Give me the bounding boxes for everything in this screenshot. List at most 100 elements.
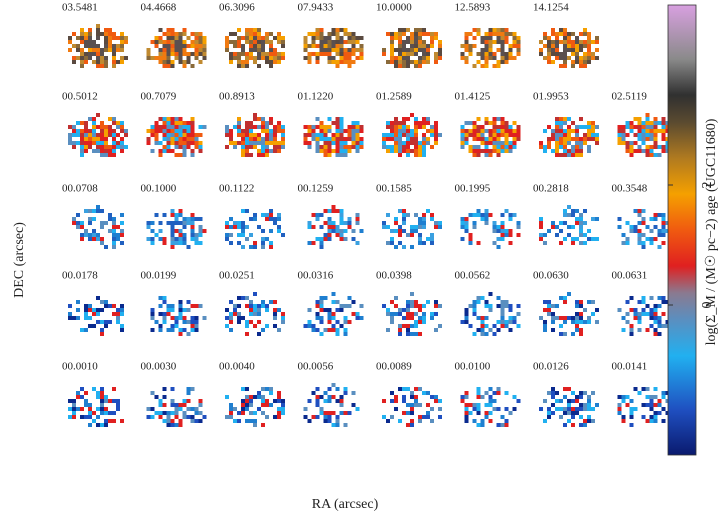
map-pixel bbox=[512, 145, 517, 149]
map-pixel bbox=[108, 153, 112, 157]
map-pixel bbox=[571, 237, 575, 241]
map-pixel bbox=[500, 229, 505, 233]
map-pixel bbox=[84, 316, 88, 320]
map-pixel bbox=[398, 229, 402, 233]
map-pixel bbox=[343, 48, 348, 52]
map-pixel bbox=[261, 229, 265, 233]
map-pixel bbox=[178, 423, 183, 427]
map-pixel bbox=[162, 387, 167, 391]
map-pixel bbox=[273, 52, 277, 56]
map-pixel bbox=[265, 129, 269, 133]
map-pixel bbox=[488, 387, 493, 391]
map-pixel bbox=[245, 133, 249, 137]
map-pixel bbox=[434, 137, 438, 141]
map-pixel bbox=[120, 125, 124, 129]
map-pixel bbox=[484, 44, 489, 48]
panel-label: 00.0178 bbox=[62, 270, 98, 282]
map-pixel bbox=[84, 137, 88, 141]
map-pixel bbox=[158, 125, 163, 129]
map-pixel bbox=[233, 419, 237, 423]
map-pixel bbox=[303, 141, 308, 145]
map-pixel bbox=[591, 391, 595, 395]
map-pixel bbox=[182, 28, 187, 32]
map-pixel bbox=[645, 153, 650, 157]
map-pixel bbox=[225, 133, 229, 137]
map-pixel bbox=[170, 32, 175, 36]
map-pixel bbox=[277, 52, 281, 56]
map-pixel bbox=[261, 153, 265, 157]
map-pixel bbox=[100, 48, 104, 52]
map-pixel bbox=[162, 296, 167, 300]
map-pixel bbox=[170, 52, 175, 56]
map-pixel bbox=[641, 233, 646, 237]
map-pixel bbox=[343, 129, 348, 133]
map-pixel bbox=[539, 40, 543, 44]
map-pixel bbox=[311, 40, 316, 44]
map-pixel bbox=[116, 141, 120, 145]
map-pixel bbox=[198, 52, 203, 56]
map-pixel bbox=[112, 52, 116, 56]
map-pixel bbox=[625, 312, 630, 316]
map-pixel bbox=[406, 213, 410, 217]
map-pixel bbox=[430, 133, 434, 137]
map-pixel bbox=[621, 316, 626, 320]
map-pixel bbox=[327, 153, 332, 157]
map-pixel bbox=[653, 133, 658, 137]
map-pixel bbox=[116, 320, 120, 324]
map-pixel bbox=[394, 137, 398, 141]
map-pixel bbox=[281, 407, 285, 411]
map-pixel bbox=[438, 44, 442, 48]
map-pixel bbox=[174, 415, 179, 419]
map-pixel bbox=[249, 399, 253, 403]
map-pixel bbox=[438, 415, 442, 419]
map-pixel bbox=[68, 415, 72, 419]
map-pixel bbox=[182, 217, 187, 221]
map-pixel bbox=[190, 129, 195, 133]
map-pixel bbox=[190, 137, 195, 141]
map-pixel bbox=[617, 217, 622, 221]
map-pixel bbox=[281, 316, 285, 320]
map-pixel bbox=[253, 213, 257, 217]
map-pixel bbox=[665, 121, 670, 125]
map-pixel bbox=[277, 415, 281, 419]
map-pixel bbox=[661, 137, 666, 141]
map-pixel bbox=[237, 133, 241, 137]
map-pixel bbox=[653, 304, 658, 308]
map-pixel bbox=[237, 419, 241, 423]
map-pixel bbox=[327, 145, 332, 149]
map-pixel bbox=[410, 133, 414, 137]
map-pixel bbox=[315, 387, 320, 391]
map-pixel bbox=[281, 137, 285, 141]
map-pixel bbox=[347, 64, 352, 68]
map-pixel bbox=[108, 28, 112, 32]
map-pixel bbox=[182, 233, 187, 237]
map-pixel bbox=[170, 316, 175, 320]
map-pixel bbox=[496, 407, 501, 411]
map-pixel bbox=[343, 56, 348, 60]
map-pixel bbox=[229, 316, 233, 320]
map-pixel bbox=[72, 60, 76, 64]
map-pixel bbox=[508, 316, 513, 320]
map-pixel bbox=[480, 419, 485, 423]
map-pixel bbox=[229, 32, 233, 36]
map-pixel bbox=[418, 48, 422, 52]
map-pixel bbox=[190, 149, 195, 153]
map-pixel bbox=[496, 117, 501, 121]
map-pixel bbox=[257, 133, 261, 137]
map-pixel bbox=[555, 153, 559, 157]
map-pixel bbox=[100, 387, 104, 391]
map-pixel bbox=[508, 145, 513, 149]
map-pixel bbox=[402, 229, 406, 233]
map-pixel bbox=[178, 233, 183, 237]
map-pixel bbox=[198, 44, 203, 48]
map-pixel bbox=[394, 64, 398, 68]
map-pixel bbox=[665, 324, 670, 328]
map-pixel bbox=[484, 411, 489, 415]
map-pixel bbox=[649, 145, 654, 149]
map-pixel bbox=[116, 60, 120, 64]
map-pixel bbox=[649, 407, 654, 411]
map-pixel bbox=[508, 125, 513, 129]
map-pixel bbox=[253, 423, 257, 427]
map-pixel bbox=[629, 121, 634, 125]
map-pixel bbox=[398, 332, 402, 336]
